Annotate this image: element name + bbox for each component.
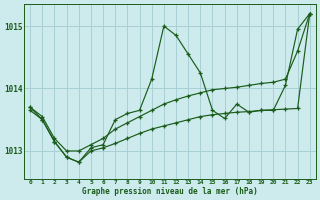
X-axis label: Graphe pression niveau de la mer (hPa): Graphe pression niveau de la mer (hPa) [82, 187, 258, 196]
